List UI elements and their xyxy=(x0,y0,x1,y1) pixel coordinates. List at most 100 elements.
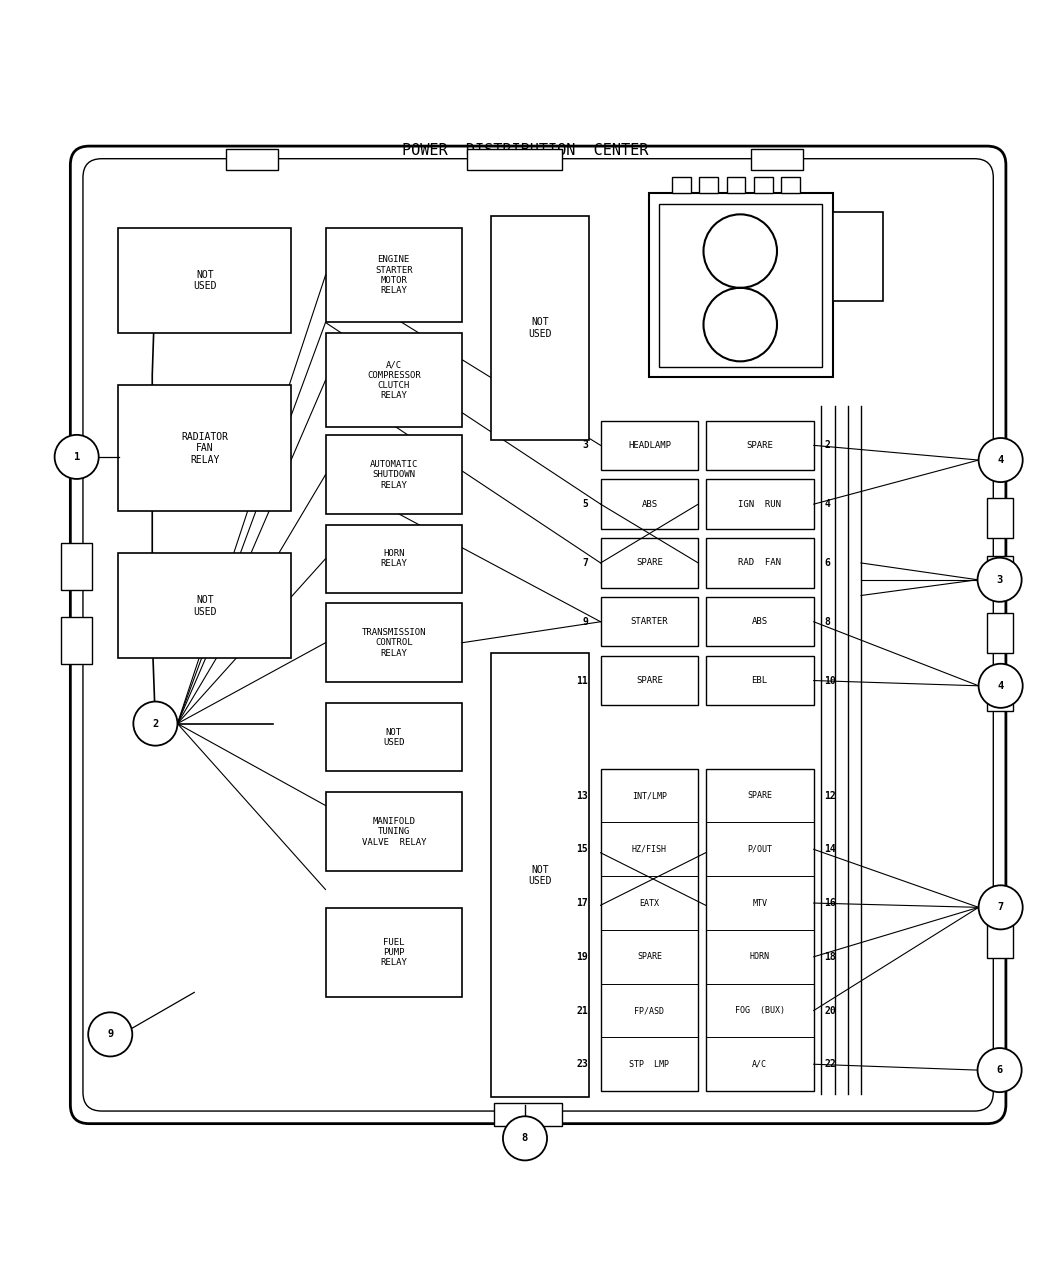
Text: 11: 11 xyxy=(576,676,588,686)
Bar xyxy=(706,479,814,529)
Circle shape xyxy=(979,439,1023,482)
Bar xyxy=(326,333,462,427)
Text: FUEL
PUMP
RELAY: FUEL PUMP RELAY xyxy=(380,937,407,968)
Text: 5: 5 xyxy=(582,499,588,509)
Bar xyxy=(118,385,292,511)
Bar xyxy=(601,421,698,470)
Bar xyxy=(833,212,883,301)
Bar xyxy=(659,204,822,367)
Text: 1: 1 xyxy=(74,451,80,462)
Circle shape xyxy=(88,1012,132,1057)
Text: 8: 8 xyxy=(824,617,831,627)
Circle shape xyxy=(978,557,1022,602)
Circle shape xyxy=(979,885,1023,929)
Text: 2: 2 xyxy=(152,719,159,728)
Text: INT/LMP: INT/LMP xyxy=(632,790,667,801)
Bar xyxy=(706,597,814,646)
Text: 7: 7 xyxy=(582,558,588,567)
Text: NOT
USED: NOT USED xyxy=(193,595,216,617)
Text: 8: 8 xyxy=(522,1133,528,1144)
Text: 12: 12 xyxy=(824,790,836,801)
Bar xyxy=(601,655,698,705)
Bar xyxy=(226,149,278,171)
Text: 23: 23 xyxy=(576,1060,588,1070)
Text: NOT
USED: NOT USED xyxy=(193,270,216,291)
Bar xyxy=(987,497,1013,538)
Text: EBL: EBL xyxy=(752,676,768,685)
Bar xyxy=(649,194,833,377)
Text: 21: 21 xyxy=(576,1006,588,1015)
Bar xyxy=(601,597,698,646)
Text: 20: 20 xyxy=(824,1006,836,1015)
Text: MTV: MTV xyxy=(752,899,768,908)
Text: SPARE: SPARE xyxy=(748,790,772,801)
Text: 4: 4 xyxy=(998,455,1004,465)
Text: MANIFOLD
TUNING
VALVE  RELAY: MANIFOLD TUNING VALVE RELAY xyxy=(361,817,426,847)
Text: 3: 3 xyxy=(582,440,588,450)
Bar xyxy=(326,603,462,682)
Bar xyxy=(706,769,814,1091)
Bar xyxy=(494,1103,562,1126)
Circle shape xyxy=(133,701,177,746)
Bar xyxy=(118,228,292,333)
Text: 17: 17 xyxy=(576,898,588,908)
Circle shape xyxy=(55,435,99,479)
Text: 18: 18 xyxy=(824,951,836,961)
Bar xyxy=(491,653,589,1098)
Bar xyxy=(601,769,698,1091)
Text: 9: 9 xyxy=(107,1029,113,1039)
Bar xyxy=(601,479,698,529)
Bar xyxy=(706,538,814,588)
Text: TRANSMISSION
CONTROL
RELAY: TRANSMISSION CONTROL RELAY xyxy=(361,627,426,658)
Text: 6: 6 xyxy=(996,1065,1003,1075)
Circle shape xyxy=(978,1048,1022,1093)
Text: NOT
USED: NOT USED xyxy=(383,728,404,747)
Text: RAD  FAN: RAD FAN xyxy=(738,558,781,567)
Text: 4: 4 xyxy=(998,681,1004,691)
Text: NOT
USED: NOT USED xyxy=(528,317,552,339)
Bar xyxy=(118,553,292,658)
Bar xyxy=(987,613,1013,653)
Text: A/C: A/C xyxy=(752,1060,768,1068)
Text: 14: 14 xyxy=(824,844,836,854)
Bar xyxy=(706,421,814,470)
Bar xyxy=(672,176,691,194)
Bar xyxy=(601,538,698,588)
Bar xyxy=(754,176,773,194)
Text: 4: 4 xyxy=(824,499,831,509)
Bar xyxy=(987,671,1013,711)
Text: SPARE: SPARE xyxy=(636,558,663,567)
Text: 13: 13 xyxy=(576,790,588,801)
Bar xyxy=(326,703,462,771)
Text: HORN: HORN xyxy=(750,952,770,961)
Text: FP/ASD: FP/ASD xyxy=(634,1006,665,1015)
Text: RADIATOR
FAN
RELAY: RADIATOR FAN RELAY xyxy=(182,432,228,465)
Text: 3: 3 xyxy=(996,575,1003,585)
Bar xyxy=(751,149,803,171)
Text: 16: 16 xyxy=(824,898,836,908)
Text: NOT
USED: NOT USED xyxy=(528,864,552,886)
Text: 22: 22 xyxy=(824,1060,836,1070)
Text: AUTOMATIC
SHUTDOWN
RELAY: AUTOMATIC SHUTDOWN RELAY xyxy=(370,460,418,490)
Circle shape xyxy=(979,664,1023,708)
Text: 19: 19 xyxy=(576,951,588,961)
Text: IGN  RUN: IGN RUN xyxy=(738,500,781,509)
Text: 9: 9 xyxy=(582,617,588,627)
Bar xyxy=(326,435,462,514)
Text: 15: 15 xyxy=(576,844,588,854)
Text: 6: 6 xyxy=(824,558,831,567)
Text: STP  LMP: STP LMP xyxy=(629,1060,670,1068)
Text: ENGINE
STARTER
MOTOR
RELAY: ENGINE STARTER MOTOR RELAY xyxy=(375,255,413,296)
Text: HZ/FISH: HZ/FISH xyxy=(632,845,667,854)
Text: 10: 10 xyxy=(824,676,836,686)
Bar xyxy=(706,655,814,705)
Text: 7: 7 xyxy=(998,903,1004,913)
Bar xyxy=(987,556,1013,595)
Bar xyxy=(326,228,462,323)
Text: FOG  (BUX): FOG (BUX) xyxy=(735,1006,784,1015)
Text: STARTER: STARTER xyxy=(631,617,668,626)
Text: EATX: EATX xyxy=(639,899,659,908)
Text: SPARE: SPARE xyxy=(637,952,662,961)
Text: HEADLAMP: HEADLAMP xyxy=(628,441,671,450)
Text: 2: 2 xyxy=(824,440,831,450)
